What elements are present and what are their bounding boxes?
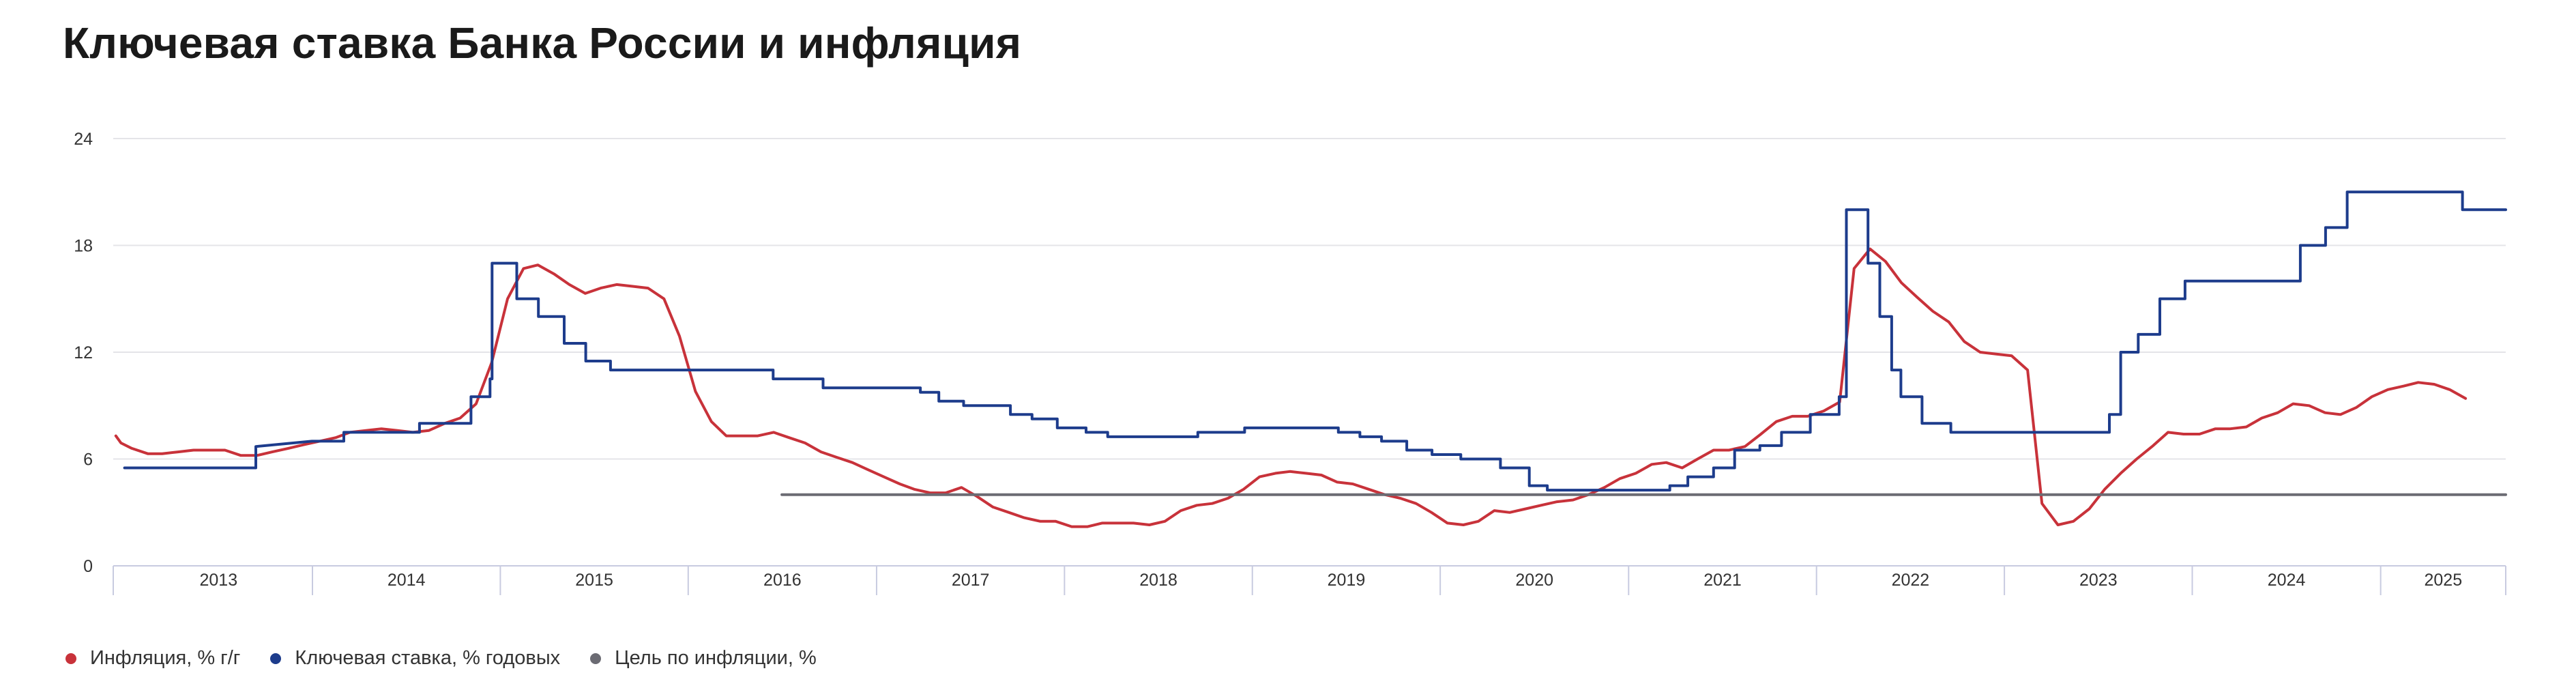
legend-dot-target: [590, 653, 602, 664]
y-tick-label: 18: [74, 237, 93, 256]
legend-item-inflation[interactable]: Инфляция, % г/г: [65, 647, 240, 670]
y-tick-label: 0: [83, 557, 93, 576]
x-tick-label: 2014: [387, 571, 426, 590]
x-tick-label: 2022: [1892, 571, 1930, 590]
x-tick-label: 2021: [1703, 571, 1742, 590]
x-axis: 2013 2014 2015 2016 2017 2018 2019 2020 2021 2022…: [113, 565, 2506, 595]
y-tick-label: 12: [74, 343, 93, 362]
grid-lines: [113, 138, 2506, 567]
legend-label-key-rate: Ключевая ставка, % годовых: [295, 647, 561, 669]
x-tick-label: 2018: [1139, 571, 1177, 590]
legend-label-target: Цель по инфляции, %: [615, 647, 817, 669]
legend-dot-key-rate: [270, 653, 282, 664]
series-lines: [114, 190, 2507, 528]
legend-item-key-rate[interactable]: Ключевая ставка, % годовых: [270, 647, 560, 670]
chart-area: 0 6 12 18 24 2013 2014 2015 2016 2017 2018 2019 202…: [74, 130, 2507, 595]
y-axis-ticks: 0 6 12 18 24: [74, 130, 93, 576]
legend-dot-inflation: [65, 653, 76, 664]
series-line-inflation[interactable]: [114, 247, 2468, 528]
y-tick-label: 6: [83, 450, 93, 470]
x-tick-label: 2013: [199, 571, 237, 590]
legend-label-inflation: Инфляция, % г/г: [90, 647, 241, 669]
y-tick-label: 24: [74, 130, 93, 149]
series-line-key-rate[interactable]: [123, 190, 2507, 492]
x-tick-label: 2015: [575, 571, 613, 590]
legend-item-target[interactable]: Цель по инфляции, %: [590, 647, 817, 670]
x-tick-label: 2023: [2079, 571, 2118, 590]
x-tick-label: 2019: [1328, 571, 1366, 590]
x-tick-label: 2017: [952, 571, 990, 590]
x-tick-label: 2025: [2425, 571, 2463, 590]
x-tick-label: 2024: [2268, 571, 2306, 590]
x-tick-label: 2020: [1515, 571, 1553, 590]
legend: Инфляция, % г/г Ключевая ставка, % годов…: [65, 647, 817, 670]
chart-title: Ключевая ставка Банка России и инфляция: [63, 18, 1022, 68]
x-tick-label: 2016: [763, 571, 802, 590]
